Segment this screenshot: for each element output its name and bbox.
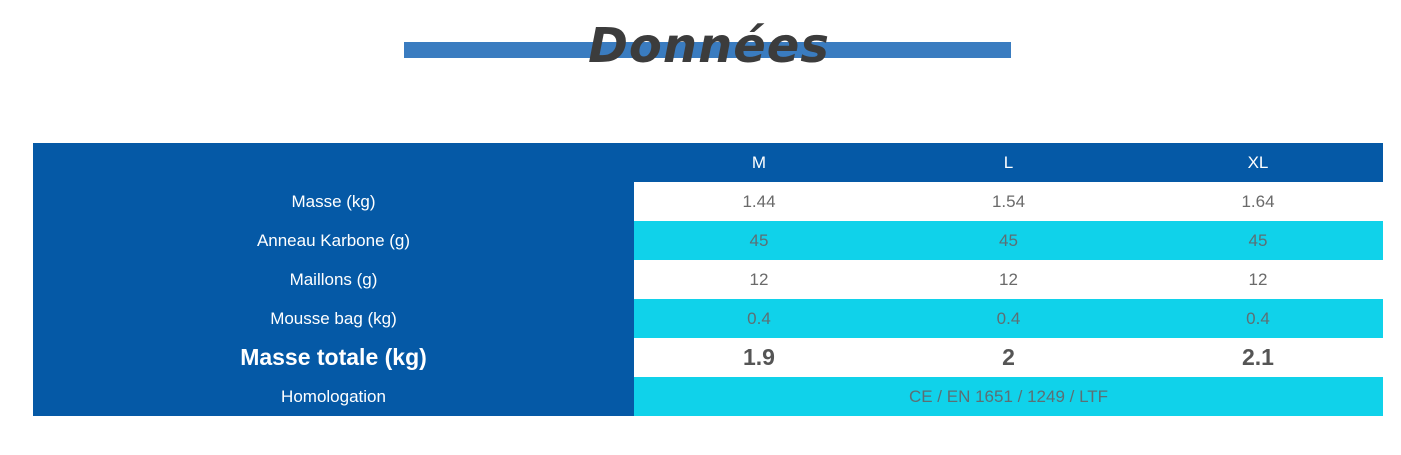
row-label: Anneau Karbone (g) [33,221,634,260]
cell-l: 1.54 [884,182,1133,221]
table-row-homologation: Homologation CE / EN 1651 / 1249 / LTF [33,377,1383,416]
cell-xl: 45 [1133,221,1383,260]
title-underline-bar [404,42,1011,58]
cell-m: 45 [634,221,884,260]
table-row-maillons: Maillons (g) 12 12 12 [33,260,1383,299]
row-label: Maillons (g) [33,260,634,299]
row-label: Homologation [33,377,634,416]
section-title: Données [404,18,1011,78]
cell-xl: 1.64 [1133,182,1383,221]
cell-m: 1.44 [634,182,884,221]
cell-m: 1.9 [634,338,884,377]
table-row-anneau: Anneau Karbone (g) 45 45 45 [33,221,1383,260]
row-label: Masse totale (kg) [33,338,634,377]
column-header-empty [33,143,634,182]
table-row-masse: Masse (kg) 1.44 1.54 1.64 [33,182,1383,221]
table-row-total: Masse totale (kg) 1.9 2 2.1 [33,338,1383,377]
row-label: Mousse bag (kg) [33,299,634,338]
specs-table: M L XL Masse (kg) 1.44 1.54 1.64 Anneau … [33,143,1383,416]
table-header-row: M L XL [33,143,1383,182]
cell-xl: 12 [1133,260,1383,299]
page-title: Données [588,18,830,74]
column-header-xl: XL [1133,143,1383,182]
cell-l: 12 [884,260,1133,299]
cell-l: 45 [884,221,1133,260]
row-label: Masse (kg) [33,182,634,221]
cell-xl: 0.4 [1133,299,1383,338]
cell-m: 0.4 [634,299,884,338]
cell-m: 12 [634,260,884,299]
table-row-mousse: Mousse bag (kg) 0.4 0.4 0.4 [33,299,1383,338]
cell-l: 0.4 [884,299,1133,338]
column-header-m: M [634,143,884,182]
cell-xl: 2.1 [1133,338,1383,377]
column-header-l: L [884,143,1133,182]
cell-l: 2 [884,338,1133,377]
cell-homologation: CE / EN 1651 / 1249 / LTF [634,377,1383,416]
